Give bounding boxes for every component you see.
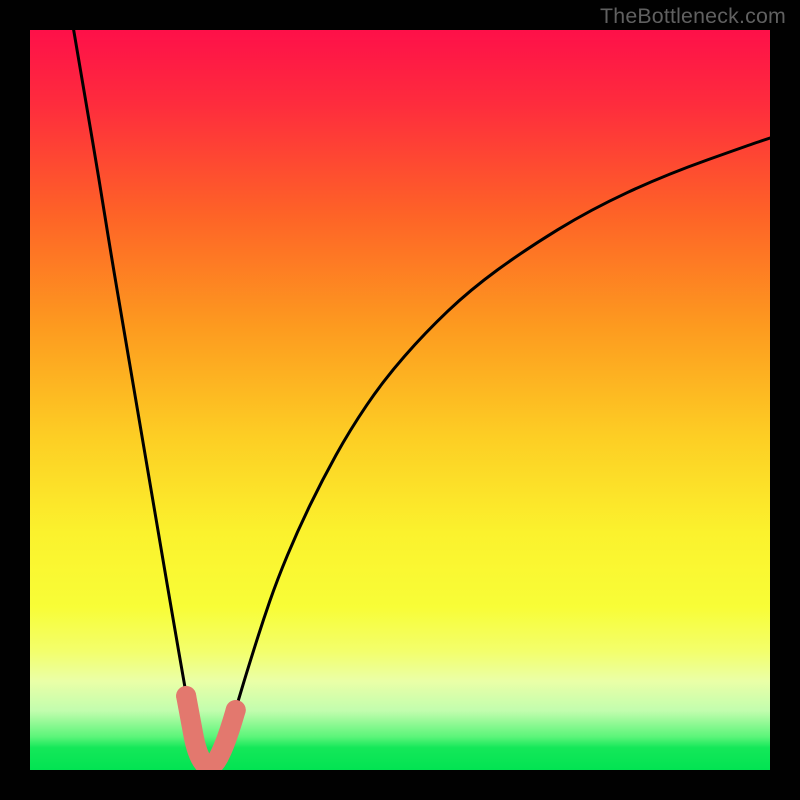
valley-marker-endcap-1 <box>226 700 246 720</box>
watermark-text: TheBottleneck.com <box>600 4 786 29</box>
bottleneck-chart-svg <box>0 0 800 800</box>
chart-container: TheBottleneck.com <box>0 0 800 800</box>
valley-marker-endcap-0 <box>176 686 196 706</box>
chart-background-gradient <box>30 30 770 770</box>
